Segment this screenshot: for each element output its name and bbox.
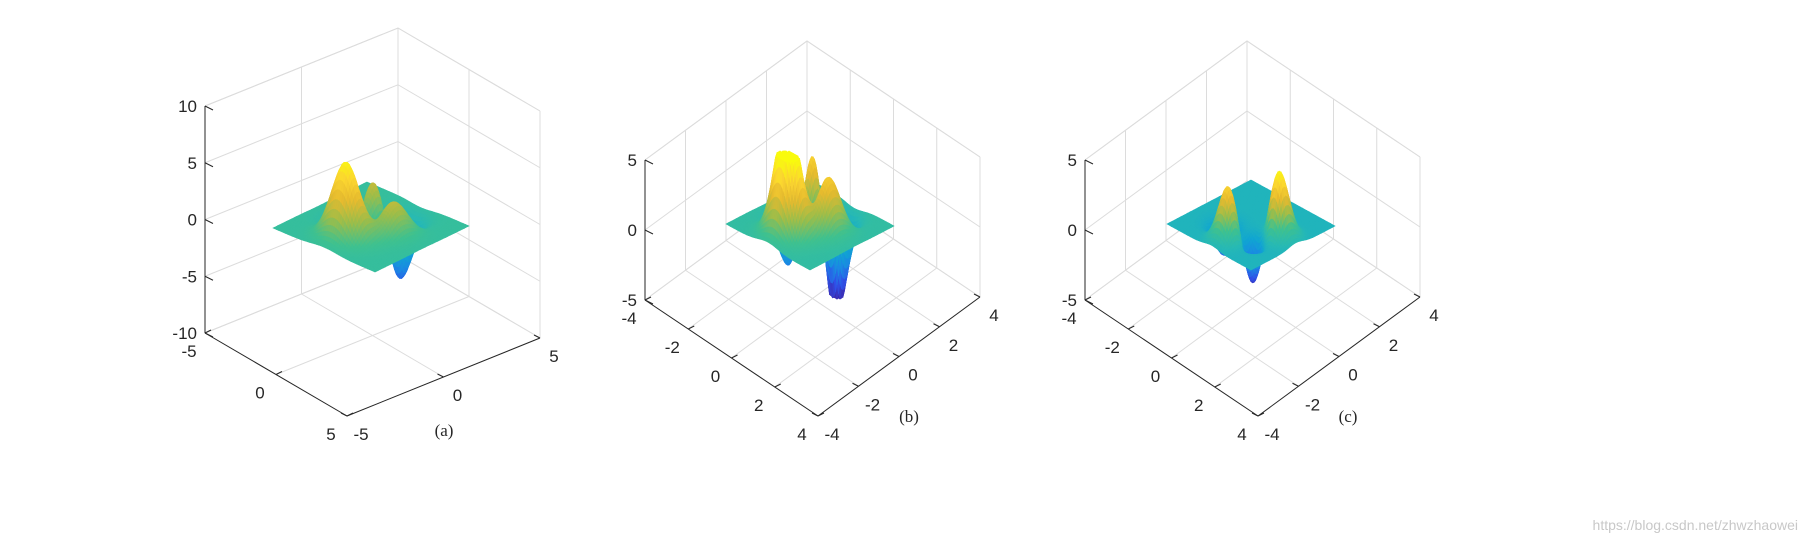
wall-grid-z [204, 84, 541, 169]
y-tick-label: -2 [665, 338, 680, 357]
chart-caption: (a) [435, 421, 454, 440]
y-tick-label: 4 [797, 425, 806, 444]
y-tick-mark [275, 371, 283, 375]
z-tick-mark [204, 105, 214, 111]
z-tick-mark [644, 229, 654, 235]
x-tick-label: 0 [453, 386, 462, 405]
z-tick-mark [644, 299, 654, 305]
y-tick-mark [204, 329, 212, 334]
z-tick-label: -10 [172, 324, 197, 343]
x-tick-label: 2 [949, 336, 958, 355]
z-tick-label: -5 [182, 267, 197, 286]
z-tick-label: 5 [188, 154, 197, 173]
z-tick-label: 5 [628, 151, 637, 170]
y-tick-mark [346, 412, 354, 417]
wall-grid-z [644, 40, 981, 161]
z-tick-mark [204, 162, 214, 168]
wall-grid-z [204, 140, 541, 225]
surface-patch [372, 270, 378, 273]
x-tick-label: -4 [824, 425, 839, 444]
x-tick-mark [533, 334, 541, 339]
wall-top [644, 40, 981, 161]
z-tick-mark [204, 275, 214, 281]
x-tick-label: -5 [353, 425, 368, 444]
surface-mesh [725, 150, 895, 301]
y-tick-label: 5 [326, 425, 335, 444]
x-tick-mark [437, 373, 444, 378]
surface-mesh [272, 161, 470, 279]
x-tick-label: 4 [989, 306, 998, 325]
x-tick-label: -2 [865, 395, 880, 414]
wall-top [204, 27, 541, 112]
floor-grid-y [275, 296, 470, 375]
y-tick-label: -5 [181, 342, 196, 361]
z-tick-label: 0 [188, 211, 197, 230]
z-tick-mark [204, 332, 214, 338]
z-tick-label: 10 [178, 97, 197, 116]
z-tick-mark [644, 159, 654, 165]
z-tick-label: 0 [628, 221, 637, 240]
x-tick-mark [340, 412, 348, 417]
x-tick-label: 5 [549, 347, 558, 366]
y-tick-label: 0 [255, 384, 264, 403]
y-tick-label: -4 [621, 309, 636, 328]
y-tick-label: 2 [754, 396, 763, 415]
z-tick-mark [204, 219, 214, 224]
x-tick-label: 0 [908, 366, 917, 385]
z-tick-label: -5 [622, 291, 637, 310]
y-tick-label: 0 [711, 367, 720, 386]
wall-grid-z [204, 27, 541, 112]
